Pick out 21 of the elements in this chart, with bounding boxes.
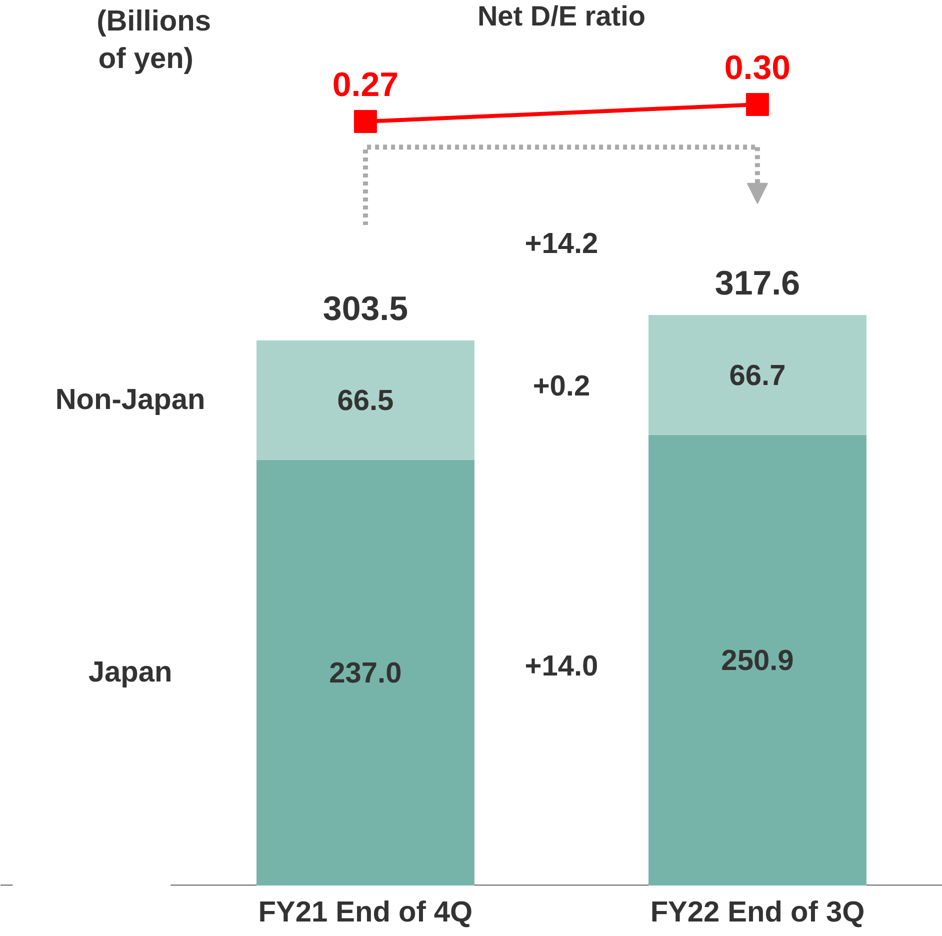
text: +14.2 xyxy=(524,228,598,260)
bar xyxy=(256,340,474,460)
x-tick-label: FY22 End of 3Q xyxy=(650,896,865,928)
x-tick-label: FY21 End of 4Q xyxy=(258,896,473,928)
annotation: +14.0 xyxy=(524,650,598,682)
bar xyxy=(648,315,866,435)
total-label: 317.6 xyxy=(714,264,800,303)
data-label: 237.0 xyxy=(329,658,402,690)
data-label: 66.7 xyxy=(729,360,786,392)
series-label: Non-Japan xyxy=(55,384,206,416)
annotation: +0.2 xyxy=(532,370,590,403)
text: Net D/E ratio xyxy=(477,0,646,32)
bar xyxy=(648,434,866,886)
text: Japan xyxy=(88,656,172,689)
text: (Billions of yen) xyxy=(96,6,211,76)
data-label: 66.5 xyxy=(337,385,394,418)
total-label: 303.5 xyxy=(322,290,408,328)
data-label: 0.30 xyxy=(724,48,791,87)
data-label: 0.27 xyxy=(332,66,399,104)
bar xyxy=(256,460,474,886)
data-label: 250.9 xyxy=(721,645,794,678)
